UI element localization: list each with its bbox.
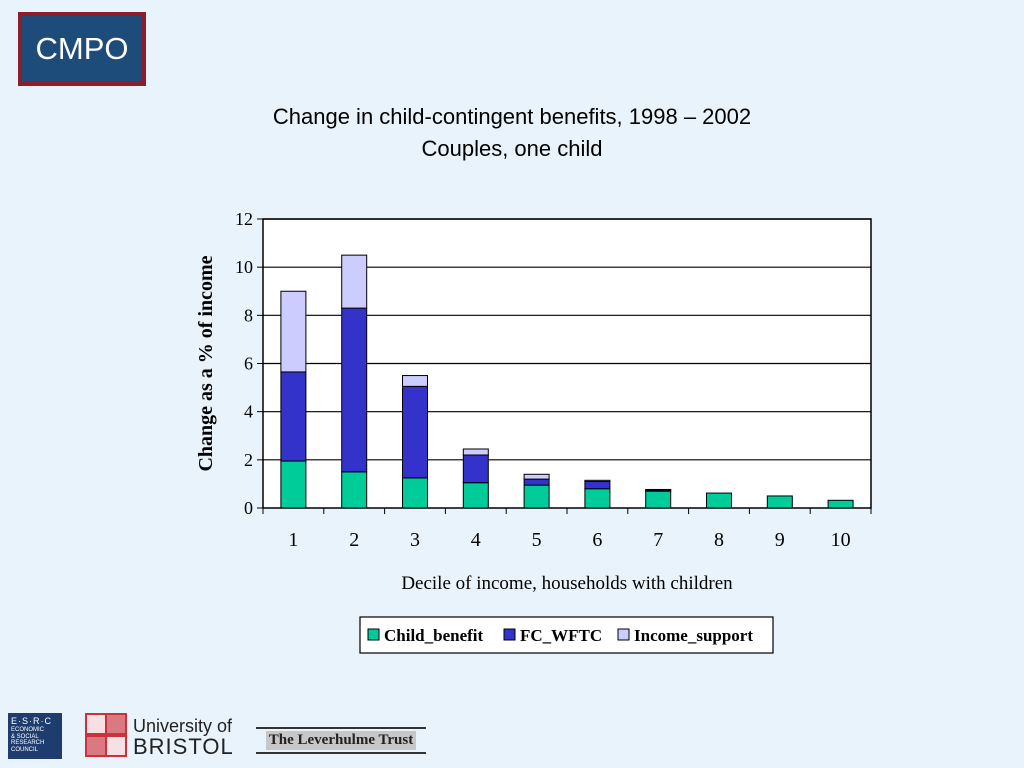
- legend-swatch: [367, 628, 380, 641]
- bar-income-support: [280, 290, 307, 373]
- bar-income-support: [402, 375, 428, 387]
- bar-child-benefit: [462, 482, 489, 509]
- bar-child-benefit: [584, 488, 611, 509]
- legend-swatch: [503, 628, 516, 641]
- bar-child-benefit: [827, 499, 854, 509]
- bar-fc-wftc: [341, 307, 368, 473]
- bar-child-benefit: [280, 460, 307, 509]
- x-tick-label: 7: [653, 529, 663, 551]
- bar-child-benefit: [523, 484, 550, 509]
- x-tick-label: 9: [775, 529, 785, 551]
- bar-fc-wftc: [523, 478, 550, 486]
- esrc-logo-line: RESEARCH: [11, 740, 45, 746]
- chart-subtitle: Couples, one child: [421, 136, 603, 161]
- cmpo-logo-text: CMPO: [35, 31, 129, 66]
- bar-income-support: [584, 479, 611, 483]
- bar-child-benefit: [341, 471, 368, 509]
- leverhulme-trust-logo: The Leverhulme Trust: [256, 727, 426, 754]
- y-tick-label: 8: [244, 305, 253, 325]
- y-tick-label: 10: [235, 257, 253, 277]
- bar-fc-wftc: [280, 371, 307, 462]
- y-tick-label: 2: [244, 450, 253, 470]
- y-tick-label: 4: [244, 402, 253, 422]
- x-tick-label: 4: [471, 529, 481, 551]
- chart-title: Change in child-contingent benefits, 199…: [272, 104, 752, 129]
- legend-label: Child_benefit: [384, 626, 484, 645]
- x-tick-label: 2: [349, 529, 359, 551]
- y-tick-label: 12: [235, 209, 253, 229]
- y-axis-label: Change as a % of income: [195, 255, 217, 471]
- bar-fc-wftc: [584, 481, 611, 490]
- bar-fc-wftc: [402, 385, 428, 479]
- x-tick-label: 5: [532, 529, 542, 551]
- bar-income-support: [341, 254, 368, 309]
- x-tick-label: 8: [714, 529, 724, 551]
- bar-fc-wftc: [462, 454, 489, 484]
- bar-income-support: [523, 473, 550, 480]
- legend-box: [359, 616, 774, 654]
- bar-child-benefit: [402, 477, 428, 509]
- legend-label: FC_WFTC: [520, 626, 602, 645]
- bristol-logo-text: University of BRISTOL: [133, 716, 234, 758]
- bar-child-benefit: [706, 492, 732, 509]
- x-tick-label: 3: [410, 529, 420, 551]
- legend-swatch: [617, 628, 630, 641]
- legend-label: Income_support: [634, 626, 753, 645]
- esrc-logo-top: E·S·R·C: [11, 716, 52, 726]
- x-tick-label: 6: [592, 529, 602, 551]
- y-tick-label: 0: [244, 498, 253, 518]
- bar-child-benefit: [645, 490, 672, 509]
- cmpo-logo: CMPO: [18, 12, 146, 86]
- y-tick-label: 6: [244, 354, 253, 374]
- x-axis-label: Decile of income, households with childr…: [401, 573, 733, 594]
- esrc-logo-line: COUNCIL: [11, 746, 39, 753]
- bristol-logo-line2: BRISTOL: [133, 734, 234, 759]
- bristol-crest-icon: [85, 713, 127, 757]
- bar-income-support: [462, 448, 489, 456]
- x-tick-label: 1: [288, 529, 298, 551]
- esrc-logo: E·S·R·C ECONOMIC & SOCIAL RESEARCH COUNC…: [8, 713, 62, 759]
- leverhulme-trust-text: The Leverhulme Trust: [265, 731, 417, 750]
- cmpo-logo-panel: CMPO: [22, 16, 142, 82]
- x-tick-label: 10: [831, 529, 851, 551]
- bristol-logo-line1: University of: [133, 716, 233, 736]
- esrc-logo-line: ECONOMIC: [11, 727, 44, 733]
- esrc-logo-line: & SOCIAL: [11, 733, 39, 740]
- bar-child-benefit: [766, 495, 793, 509]
